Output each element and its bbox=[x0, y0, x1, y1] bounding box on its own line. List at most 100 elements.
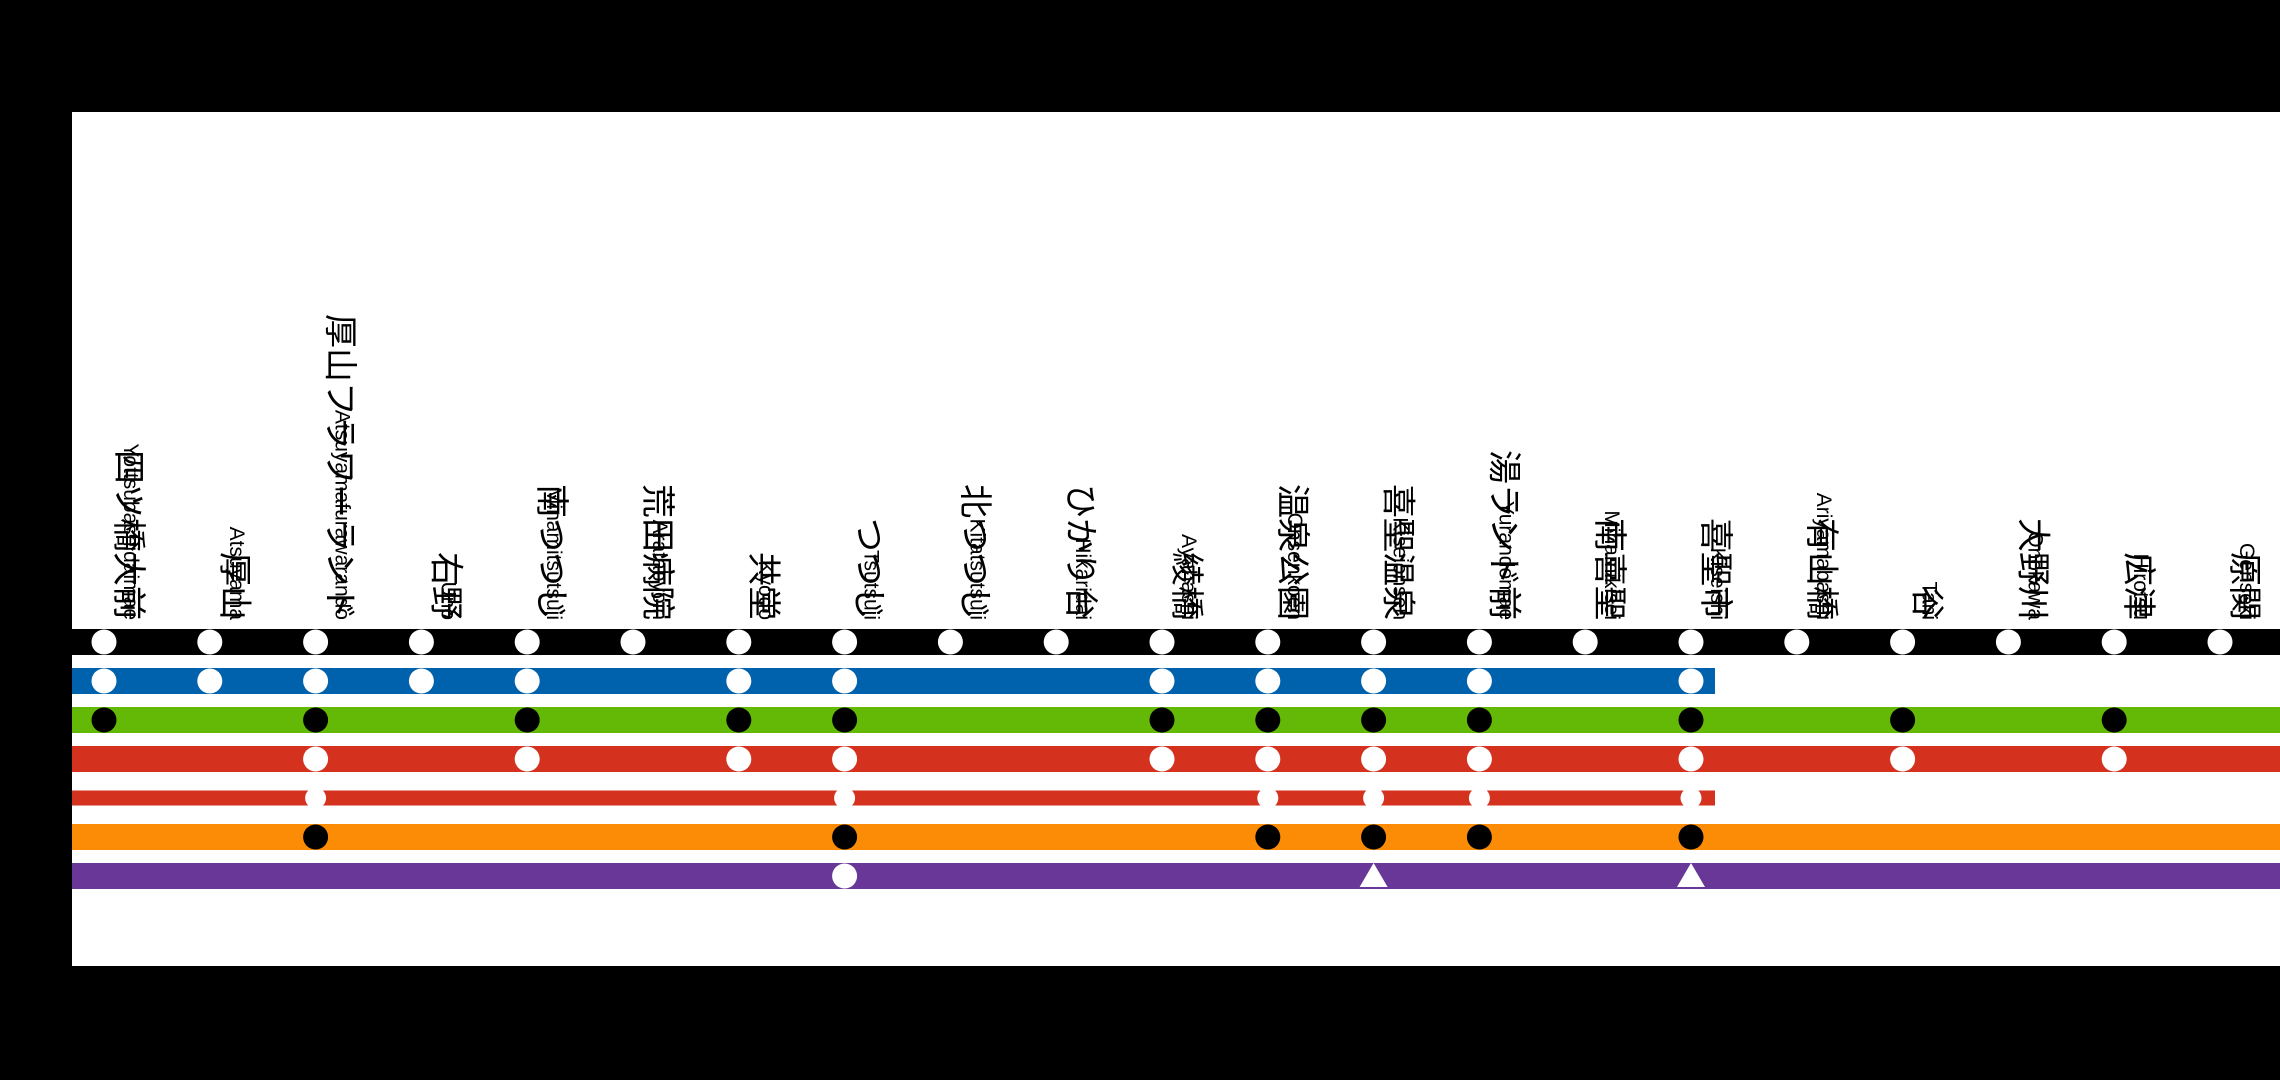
station-name-ja: つつじ bbox=[849, 518, 889, 620]
station-stop bbox=[1678, 668, 1704, 694]
station-name-ja: 荒田病院 bbox=[637, 484, 677, 620]
station-name-ja: ひかり台 bbox=[1060, 484, 1100, 620]
station-stop bbox=[1361, 668, 1387, 694]
station-name-romaji: Tsutsuji bbox=[860, 550, 883, 620]
station-stop bbox=[303, 746, 329, 772]
station-stop bbox=[1678, 629, 1704, 655]
route-line-bar bbox=[72, 707, 2280, 733]
station-stop bbox=[1890, 707, 1916, 733]
station-name-romaji: Kitatsutsuji bbox=[965, 518, 988, 620]
station-stop bbox=[91, 707, 117, 733]
station-stop bbox=[1466, 668, 1492, 694]
station-stop bbox=[303, 824, 329, 850]
route-line-bar bbox=[72, 863, 2280, 889]
station-stop bbox=[1361, 707, 1387, 733]
station-stop bbox=[305, 787, 327, 809]
station-name-romaji: Atsuyama bbox=[225, 527, 248, 621]
station-name-ja: 右野 bbox=[425, 552, 465, 620]
station-stop bbox=[303, 629, 329, 655]
station-stop bbox=[1149, 707, 1175, 733]
route-line-bar bbox=[72, 668, 1715, 694]
station-stop bbox=[1361, 629, 1387, 655]
station-stop bbox=[1255, 668, 1281, 694]
station-stops bbox=[91, 629, 2233, 889]
station-stop bbox=[1678, 707, 1704, 733]
station-name-ja: 北つつじ bbox=[954, 484, 994, 620]
station-stop bbox=[2207, 629, 2233, 655]
station-stop bbox=[514, 629, 540, 655]
station-name-romaji: Kiseionsen bbox=[1389, 517, 1412, 620]
station-stop-triangle bbox=[1677, 863, 1705, 887]
station-stop bbox=[1678, 824, 1704, 850]
station-stop bbox=[1466, 707, 1492, 733]
station-stop bbox=[832, 824, 858, 850]
station-stop bbox=[726, 629, 752, 655]
station-name-romaji: Onokawa bbox=[2023, 531, 2046, 620]
station-stop bbox=[1149, 668, 1175, 694]
station-name-ja: 温泉公園 bbox=[1272, 484, 1312, 620]
station-stop bbox=[726, 668, 752, 694]
station-stop bbox=[1257, 787, 1279, 809]
station-stop-triangle bbox=[1359, 863, 1388, 887]
station-name-ja: 喜聖温泉 bbox=[1378, 484, 1418, 620]
station-stop bbox=[2101, 629, 2127, 655]
station-stop bbox=[1678, 746, 1704, 772]
station-stop bbox=[834, 787, 856, 809]
station-stop bbox=[91, 668, 117, 694]
station-stop bbox=[726, 707, 752, 733]
station-stop bbox=[91, 629, 117, 655]
station-name-ja: 厚山 bbox=[214, 552, 254, 620]
station-stop bbox=[303, 707, 329, 733]
station-stop bbox=[832, 707, 858, 733]
station-name-romaji: Yottsubashidaimae bbox=[119, 443, 142, 620]
station-stop bbox=[1680, 787, 1702, 809]
station-name-ja: 厚山フラワーランド bbox=[320, 314, 360, 620]
station-stop bbox=[197, 629, 223, 655]
station-name-ja: 綾橋 bbox=[1166, 552, 1206, 620]
station-name-ja: 有山橋 bbox=[1801, 518, 1841, 620]
station-name-ja: 四ツ橋大前 bbox=[108, 450, 148, 620]
station-name-ja: 南喜聖 bbox=[1589, 518, 1629, 620]
station-stop bbox=[1890, 629, 1916, 655]
station-name-romaji: Hirotsu bbox=[2129, 553, 2152, 620]
station-stop bbox=[832, 746, 858, 772]
station-stop bbox=[2101, 707, 2127, 733]
station-stop bbox=[408, 629, 434, 655]
station-stop bbox=[832, 629, 858, 655]
station-stop bbox=[1149, 746, 1175, 772]
station-stop bbox=[1466, 629, 1492, 655]
station-name-romaji: Atsuyamafurawarando bbox=[331, 410, 354, 620]
station-stop bbox=[1784, 629, 1810, 655]
station-name-romaji: Uno bbox=[436, 581, 459, 620]
station-stop bbox=[1468, 787, 1490, 809]
station-stop bbox=[1361, 824, 1387, 850]
route-line-bar bbox=[72, 824, 2280, 850]
route-line-bar bbox=[72, 629, 2280, 655]
station-name-romaji: Ayahashi bbox=[1177, 534, 1200, 620]
station-name-ja: 広津 bbox=[2118, 552, 2158, 620]
station-name-ja: 湯ランド前 bbox=[1483, 450, 1523, 620]
station-stop bbox=[620, 629, 646, 655]
station-name-ja: 谷 bbox=[1907, 586, 1947, 620]
station-name-romaji: Ariyamabashi bbox=[1812, 493, 1835, 620]
station-name-romaji: Aratabyoin bbox=[648, 520, 671, 620]
